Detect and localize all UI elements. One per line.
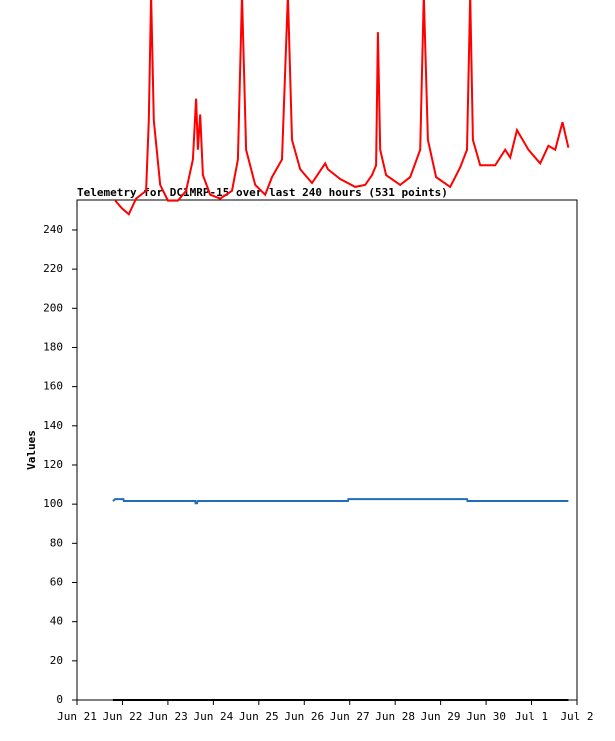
y-axis-label: Values xyxy=(25,430,38,470)
y-tick-label: 100 xyxy=(43,497,63,510)
y-tick-label: 0 xyxy=(56,693,63,706)
y-tick-label: 60 xyxy=(50,575,63,588)
plot-frame xyxy=(76,199,578,701)
x-tick-label: Jun 28 xyxy=(375,710,415,723)
x-tick-label: Jun 26 xyxy=(284,710,324,723)
y-tick-label: 80 xyxy=(50,536,63,549)
y-tick-label: 220 xyxy=(43,262,63,275)
x-tick-label: Jun 22 xyxy=(103,710,143,723)
x-tick-label: Jun 21 xyxy=(57,710,97,723)
series-line xyxy=(112,498,569,505)
x-tick-label: Jul 2 xyxy=(560,710,593,723)
x-tick-label: Jun 29 xyxy=(421,710,461,723)
y-tick-label: 240 xyxy=(43,223,63,236)
x-tick-label: Jun 30 xyxy=(466,710,506,723)
y-tick-label: 180 xyxy=(43,340,63,353)
series-line xyxy=(114,0,570,216)
y-tick-label: 120 xyxy=(43,458,63,471)
x-tick-label: Jun 23 xyxy=(148,710,188,723)
y-tick-label: 40 xyxy=(50,615,63,628)
y-tick-label: 160 xyxy=(43,380,63,393)
y-tick-label: 140 xyxy=(43,419,63,432)
x-tick-label: Jun 25 xyxy=(239,710,279,723)
y-tick-label: 200 xyxy=(43,301,63,314)
x-tick-label: Jun 27 xyxy=(330,710,370,723)
x-tick-label: Jul 1 xyxy=(515,710,548,723)
y-tick-label: 20 xyxy=(50,654,63,667)
x-tick-label: Jun 24 xyxy=(193,710,233,723)
